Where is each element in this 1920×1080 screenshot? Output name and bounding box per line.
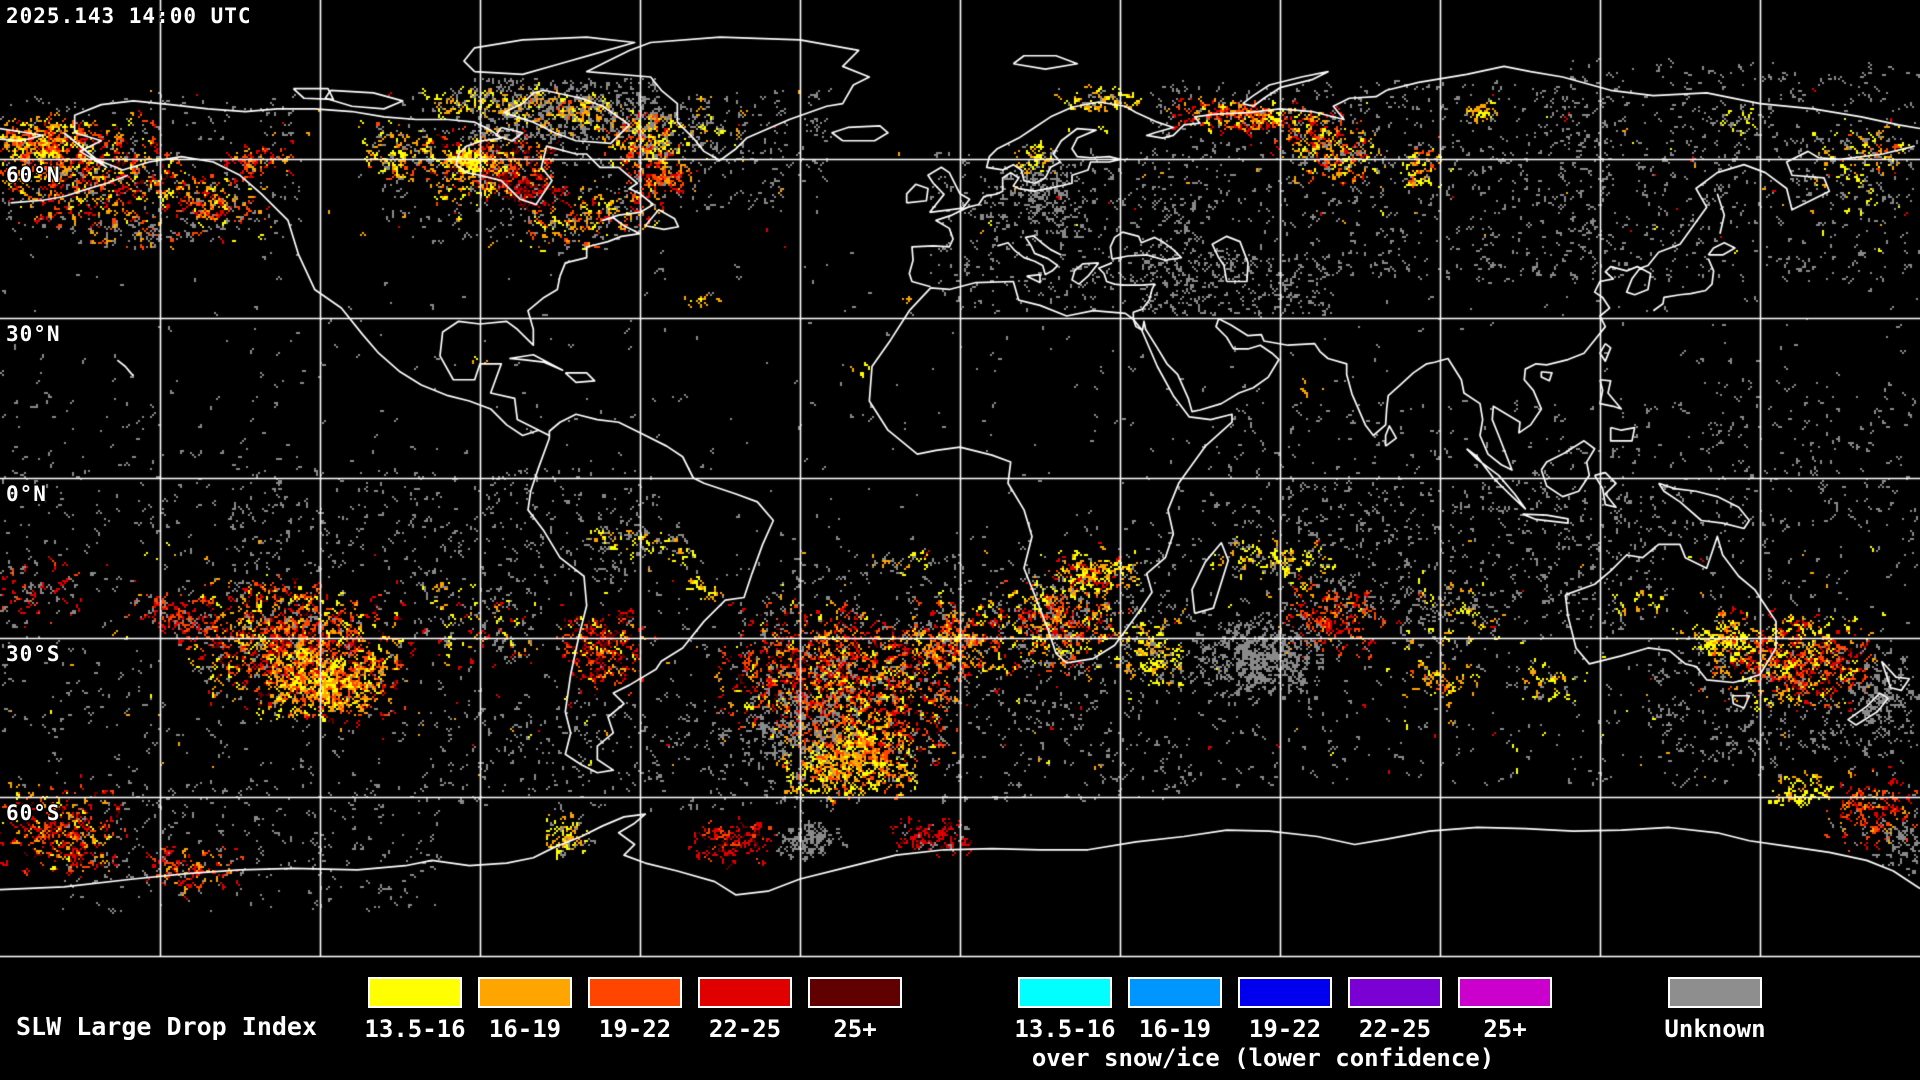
legend-bin-swatch <box>1238 977 1332 1008</box>
legend-bin-swatch <box>1348 977 1442 1008</box>
timestamp: 2025.143 14:00 UTC <box>6 4 252 28</box>
legend-bin: 25+ <box>1458 977 1552 1043</box>
lat-label: 30°N <box>6 322 61 346</box>
legend-unknown-label: Unknown <box>1664 1015 1766 1043</box>
legend-bin-label: 22-25 <box>708 1015 782 1043</box>
legend: SLW Large Drop Index 13.5-16 16-19 19-22 22… <box>0 958 1920 1080</box>
legend-bin-swatch <box>698 977 792 1008</box>
legend-bin-label: 16-19 <box>1138 1015 1212 1043</box>
legend-bin: 22-25 <box>1348 977 1442 1043</box>
lat-label: 30°S <box>6 642 61 666</box>
legend-bin-label: 13.5-16 <box>1014 1015 1116 1043</box>
legend-snow-note: over snow/ice (lower confidence) <box>1031 1044 1495 1072</box>
legend-bin: 13.5-16 <box>1014 977 1116 1043</box>
legend-bin-label: 19-22 <box>1248 1015 1322 1043</box>
legend-snow-bins: 13.5-16 16-19 19-22 22-25 25+ <box>1014 977 1552 1043</box>
legend-warm-bins: 13.5-16 16-19 19-22 22-25 25+ <box>364 977 902 1043</box>
lat-label: 60°S <box>6 801 61 825</box>
legend-bin: 16-19 <box>478 977 572 1043</box>
legend-bin-label: 22-25 <box>1358 1015 1432 1043</box>
legend-unknown: Unknown <box>1664 977 1766 1043</box>
legend-bin: 19-22 <box>588 977 682 1043</box>
legend-bin-swatch <box>368 977 462 1008</box>
legend-bin-label: 13.5-16 <box>364 1015 466 1043</box>
legend-bin-swatch <box>478 977 572 1008</box>
legend-bin-label: 19-22 <box>598 1015 672 1043</box>
legend-bin: 25+ <box>808 977 902 1043</box>
legend-unknown-swatch <box>1668 977 1762 1008</box>
legend-bin-label: 16-19 <box>488 1015 562 1043</box>
legend-bin-swatch <box>1018 977 1112 1008</box>
legend-bin-swatch <box>1128 977 1222 1008</box>
legend-bin: 19-22 <box>1238 977 1332 1043</box>
legend-bin: 13.5-16 <box>364 977 466 1043</box>
legend-bin-label: 25+ <box>1483 1015 1527 1043</box>
lat-label: 60°N <box>6 163 61 187</box>
legend-bin-swatch <box>808 977 902 1008</box>
legend-bin-swatch <box>1458 977 1552 1008</box>
legend-bin: 22-25 <box>698 977 792 1043</box>
legend-bin: 16-19 <box>1128 977 1222 1043</box>
legend-bin-label: 25+ <box>833 1015 877 1043</box>
world-map-canvas <box>0 0 1920 958</box>
legend-bin-swatch <box>588 977 682 1008</box>
lat-label: 0°N <box>6 482 47 506</box>
legend-title: SLW Large Drop Index <box>16 1012 318 1041</box>
